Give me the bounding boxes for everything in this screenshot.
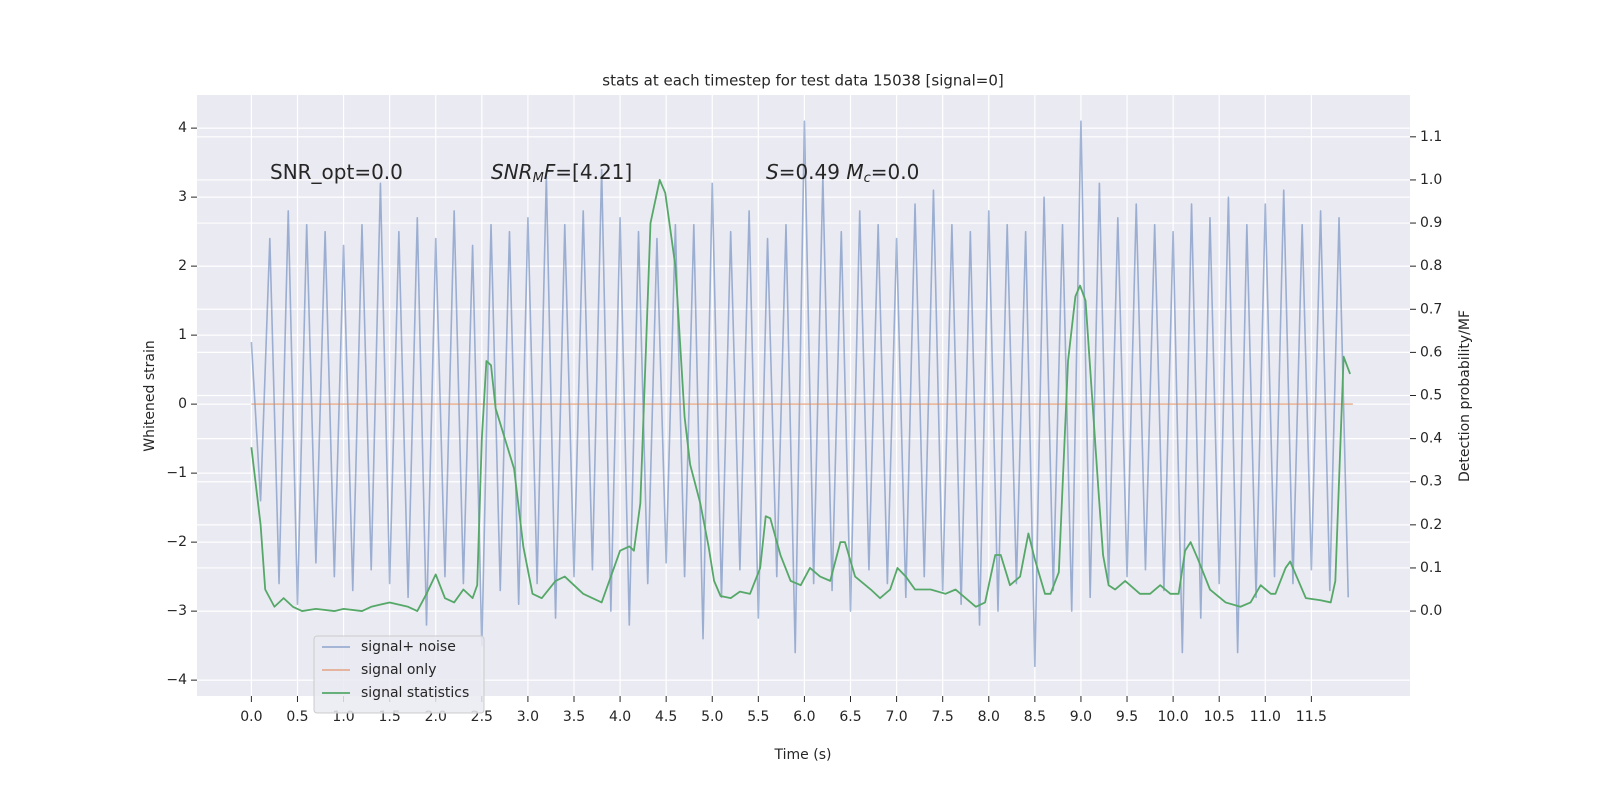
x-tick-label: 7.0 bbox=[885, 709, 907, 725]
legend-label: signal only bbox=[361, 662, 436, 678]
annotation-part: S bbox=[766, 160, 779, 184]
x-tick-label: 11.5 bbox=[1296, 709, 1327, 725]
annotation-part: M bbox=[846, 160, 863, 184]
x-tick-label: 0.0 bbox=[240, 709, 262, 725]
y-tick-label: −1 bbox=[166, 465, 187, 481]
annotation-part: SNR_opt=0.0 bbox=[270, 160, 403, 184]
y2-tick-label: 0.9 bbox=[1420, 215, 1442, 231]
legend: signal+ noise signal only signal statistic… bbox=[313, 635, 485, 714]
x-tick-label: 4.0 bbox=[609, 709, 631, 725]
legend-label: signal+ noise bbox=[361, 639, 456, 655]
y-tick-label: 4 bbox=[178, 120, 187, 136]
x-tick-label: 9.0 bbox=[1070, 709, 1092, 725]
legend-label: signal statistics bbox=[361, 685, 469, 701]
x-tick-label: 3.5 bbox=[563, 709, 585, 725]
y-tick-label: 2 bbox=[178, 258, 187, 274]
y2-tick-label: 1.1 bbox=[1420, 129, 1442, 145]
y2-tick-label: 0.0 bbox=[1420, 603, 1442, 619]
series-line bbox=[250, 120, 1350, 668]
y-axis-label: Whitened strain bbox=[142, 340, 158, 451]
x-tick-label: 6.0 bbox=[793, 709, 815, 725]
annotation-part: =0.0 bbox=[871, 160, 920, 184]
y-tick-label: 3 bbox=[178, 189, 187, 205]
y2-tick-label: 0.5 bbox=[1420, 388, 1442, 404]
x-tick-label: 5.5 bbox=[747, 709, 769, 725]
x-tick-label: 8.5 bbox=[1024, 709, 1046, 725]
y2-tick-label: 0.8 bbox=[1420, 258, 1442, 274]
annotation: SNRMF=[4.21] bbox=[491, 160, 632, 186]
x-tick-label: 5.0 bbox=[701, 709, 723, 725]
x-tick-label: 6.5 bbox=[839, 709, 861, 725]
x-tick-label: 8.0 bbox=[978, 709, 1000, 725]
series-line bbox=[250, 179, 1351, 612]
y2-tick-label: 1.0 bbox=[1420, 172, 1442, 188]
plot-area bbox=[250, 120, 1353, 668]
y-tick-label: −3 bbox=[166, 603, 187, 619]
y-tick-label: 1 bbox=[178, 327, 187, 343]
x-tick-label: 0.5 bbox=[286, 709, 308, 725]
annotation-part: M bbox=[533, 171, 544, 186]
y2-tick-label: 0.2 bbox=[1420, 517, 1442, 533]
annotation: S=0.49 Mc=0.0 bbox=[766, 160, 919, 186]
y-tick-label: −4 bbox=[166, 672, 187, 688]
x-tick-label: 7.5 bbox=[932, 709, 954, 725]
legend-box bbox=[313, 635, 485, 714]
annotation: SNR_opt=0.0 bbox=[270, 160, 403, 184]
y2-tick-label: 0.7 bbox=[1420, 301, 1442, 317]
y-tick-label: −2 bbox=[166, 534, 187, 550]
x-tick-label: 3.0 bbox=[517, 709, 539, 725]
grid bbox=[197, 95, 1410, 696]
annotation-part: =0.49 bbox=[779, 160, 847, 184]
x-tick-label: 10.5 bbox=[1204, 709, 1235, 725]
x-tick-label: 4.5 bbox=[655, 709, 677, 725]
annotation-part: =[4.21] bbox=[555, 160, 632, 184]
annotation-part: c bbox=[864, 171, 871, 186]
x-tick-label: 10.0 bbox=[1158, 709, 1189, 725]
annotation-part: SNR bbox=[491, 160, 533, 184]
x-axis-label: Time (s) bbox=[774, 747, 832, 763]
x-tick-label: 9.5 bbox=[1116, 709, 1138, 725]
annotation-part: F bbox=[544, 160, 556, 184]
y-tick-label: 0 bbox=[178, 396, 187, 412]
y2-tick-label: 0.6 bbox=[1420, 344, 1442, 360]
y2-tick-label: 0.3 bbox=[1420, 474, 1442, 490]
chart-title: stats at each timestep for test data 150… bbox=[602, 72, 1003, 90]
y2-tick-label: 0.4 bbox=[1420, 431, 1442, 447]
x-tick-label: 11.0 bbox=[1250, 709, 1281, 725]
y2-tick-label: 0.1 bbox=[1420, 560, 1442, 576]
y2-axis-label: Detection probability/MF bbox=[1457, 310, 1473, 482]
